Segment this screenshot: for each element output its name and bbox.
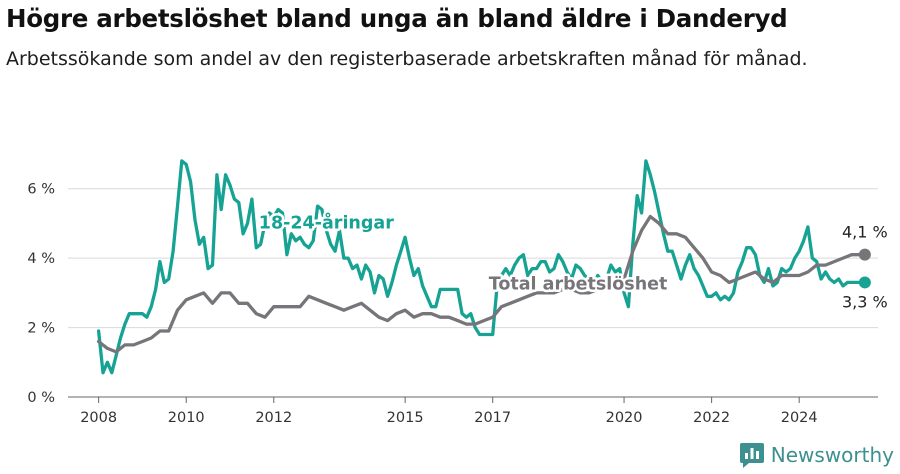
x-tick-label: 2015 bbox=[387, 410, 424, 426]
chart-title: Högre arbetslöshet bland unga än bland ä… bbox=[6, 4, 788, 33]
chart-subtitle: Arbetssökande som andel av den registerb… bbox=[6, 48, 808, 70]
end-label-youth: 3,3 % bbox=[842, 292, 888, 311]
series-label-total: Total arbetslöshet bbox=[489, 274, 668, 294]
newsworthy-logo-icon bbox=[739, 443, 764, 468]
y-tick-label: 6 % bbox=[27, 182, 55, 198]
series-line-total bbox=[96, 214, 867, 354]
end-label-total: 4,1 % bbox=[842, 223, 888, 242]
brand-name: Newsworthy bbox=[770, 443, 894, 467]
x-tick-label: 2010 bbox=[168, 410, 205, 426]
x-tick-label: 2012 bbox=[255, 410, 292, 426]
series-line-youth bbox=[96, 159, 867, 375]
x-tick-label: 2008 bbox=[80, 410, 117, 426]
end-point-youth bbox=[858, 276, 871, 289]
y-tick-label: 0 % bbox=[27, 390, 55, 406]
x-tick-label: 2017 bbox=[474, 410, 511, 426]
x-tick-label: 2022 bbox=[693, 410, 730, 426]
y-tick-label: 4 % bbox=[27, 251, 55, 267]
brand-logo: Newsworthy bbox=[739, 440, 894, 470]
y-tick-label: 2 % bbox=[27, 321, 55, 337]
end-point-total bbox=[858, 248, 871, 261]
series-label-youth: 18-24-åringar bbox=[259, 212, 394, 234]
x-tick-label: 2024 bbox=[781, 410, 818, 426]
x-tick-label: 2020 bbox=[606, 410, 643, 426]
